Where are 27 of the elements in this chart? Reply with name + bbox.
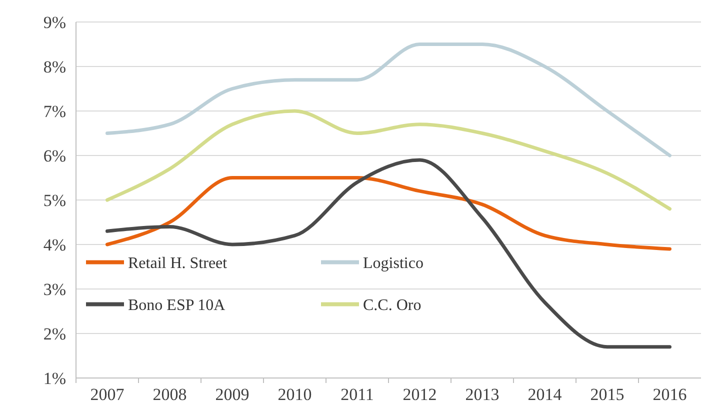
y-tick-label: 8% [43,57,66,76]
x-tick-label: 2012 [402,385,437,404]
x-tick-label: 2009 [215,385,250,404]
legend-label: Retail H. Street [128,254,228,272]
y-tick-label: 9% [43,12,66,32]
x-tick-label: 2015 [590,385,624,404]
line-series [106,42,672,158]
x-tick-label: 2007 [90,385,125,404]
y-tick-label: 4% [43,235,66,254]
line-series [106,109,672,211]
x-tick-label: 2016 [652,385,687,404]
y-tick-label: 2% [43,324,66,344]
x-tick-label: 2011 [340,385,374,404]
y-tick-label: 3% [43,280,66,299]
y-tick-label: 5% [43,190,66,210]
y-tick-label: 1% [43,368,66,388]
line-series [106,158,672,349]
legend-label: Logistico [363,254,424,272]
y-tick-label: 7% [43,102,66,121]
legend-label: Bono ESP 10A [128,296,226,314]
x-tick-label: 2013 [465,385,500,404]
legend-label: C.C. Oro [363,296,422,314]
x-tick-label: 2014 [528,385,562,404]
x-tick-label: 2008 [152,385,187,404]
line-series [106,176,672,251]
x-tick-label: 2010 [278,385,312,404]
y-tick-label: 6% [43,146,66,166]
